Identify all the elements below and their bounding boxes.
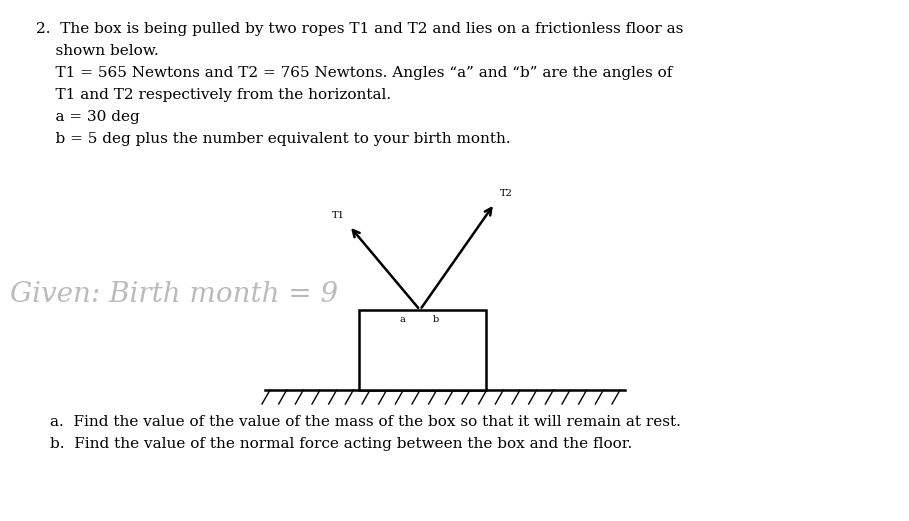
Text: T1 = 565 Newtons and T2 = 765 Newtons. Angles “a” and “b” are the angles of: T1 = 565 Newtons and T2 = 765 Newtons. A… (36, 66, 673, 80)
Text: b.  Find the value of the normal force acting between the box and the floor.: b. Find the value of the normal force ac… (50, 437, 633, 451)
Text: a.  Find the value of the value of the mass of the box so that it will remain at: a. Find the value of the value of the ma… (50, 415, 681, 429)
Text: shown below.: shown below. (36, 44, 159, 58)
Text: T2: T2 (500, 189, 513, 197)
Text: 2.  The box is being pulled by two ropes T1 and T2 and lies on a frictionless fl: 2. The box is being pulled by two ropes … (36, 22, 684, 36)
Text: T1 and T2 respectively from the horizontal.: T1 and T2 respectively from the horizont… (36, 88, 392, 102)
Bar (359, 310, 486, 390)
Text: a = 30 deg: a = 30 deg (36, 110, 140, 124)
Text: b: b (433, 316, 439, 325)
Text: Given: Birth month = 9: Given: Birth month = 9 (10, 281, 338, 308)
Text: a: a (399, 316, 405, 325)
Text: T1: T1 (332, 210, 345, 220)
Text: b = 5 deg plus the number equivalent to your birth month.: b = 5 deg plus the number equivalent to … (36, 132, 511, 146)
